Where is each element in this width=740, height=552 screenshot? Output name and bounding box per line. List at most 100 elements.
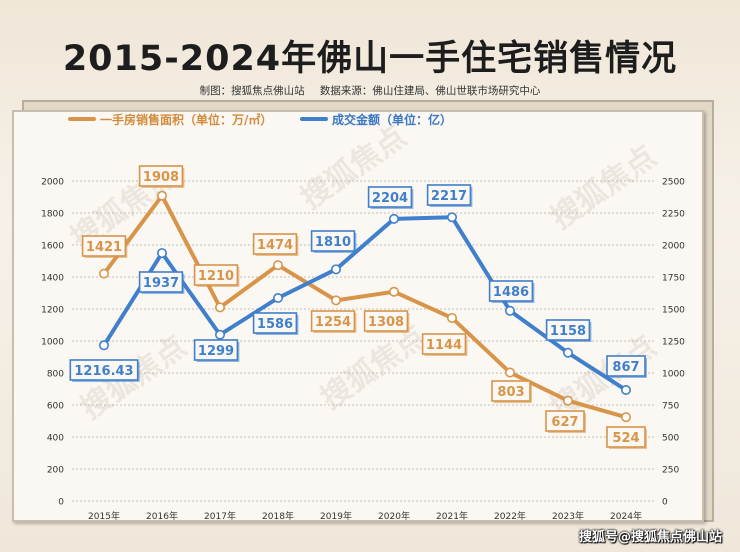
data-label-amount: 1158 xyxy=(550,324,586,339)
y-left-tick-label: 1000 xyxy=(41,338,64,348)
data-point-amount xyxy=(620,385,631,396)
data-label-amount: 867 xyxy=(612,360,639,375)
data-label-amount-box xyxy=(606,355,646,377)
data-point-area xyxy=(99,268,110,279)
data-point-amount xyxy=(215,329,226,340)
data-label-amount: 2217 xyxy=(431,189,467,204)
data-label-area: 1210 xyxy=(198,269,234,284)
legend-item-amount: 成交金额（单位：亿） xyxy=(300,111,452,127)
legend-swatch-amount xyxy=(300,117,328,121)
y-right-tick-label: 750 xyxy=(662,402,679,412)
y-right-tick-label: 0 xyxy=(662,498,668,508)
x-tick-label: 2022年 xyxy=(494,510,526,522)
data-label-area: 627 xyxy=(551,415,578,430)
y-right-tick-label: 2000 xyxy=(662,242,685,252)
y-left-tick-label: 1800 xyxy=(41,210,64,220)
legend-label-area: 一手房销售面积（单位：万/㎡） xyxy=(100,112,273,127)
x-tick-label: 2015年 xyxy=(88,510,120,522)
data-label-area-box xyxy=(606,426,646,448)
data-point-amount xyxy=(99,340,110,351)
data-label-area-box xyxy=(421,333,467,355)
bg-watermark-2: 搜狐焦点 xyxy=(545,139,663,236)
data-label-amount-box xyxy=(69,359,139,381)
y-right-tick-label: 1500 xyxy=(662,306,685,316)
legend-swatch-area xyxy=(68,117,96,121)
data-label-amount-box xyxy=(426,184,472,206)
data-label-amount-box xyxy=(193,339,239,361)
y-right-tick-label: 250 xyxy=(662,466,679,476)
page-title: 2015-2024年佛山一手住宅销售情况 xyxy=(62,39,678,79)
y-right-tick-label: 500 xyxy=(662,434,679,444)
data-label-amount-box xyxy=(138,271,184,293)
chart-frame xyxy=(12,110,704,522)
x-tick-label: 2017年 xyxy=(204,510,236,522)
data-label-area-box xyxy=(81,235,127,257)
y-left-tick-label: 600 xyxy=(47,402,64,412)
data-label-amount: 1299 xyxy=(198,344,234,359)
data-point-area xyxy=(620,412,631,423)
data-point-area xyxy=(330,295,341,306)
y-left-tick-label: 200 xyxy=(47,466,64,476)
data-point-area xyxy=(562,395,573,406)
data-label-amount: 1810 xyxy=(315,235,351,250)
data-label-area: 1421 xyxy=(86,240,122,255)
y-right-tick-label: 1250 xyxy=(662,338,685,348)
y-right-tick-label: 2500 xyxy=(662,178,685,188)
data-label-area: 1254 xyxy=(315,315,351,330)
legend-item-area: 一手房销售面积（单位：万/㎡） xyxy=(68,111,272,127)
data-label-area-box xyxy=(310,310,356,332)
x-tick-label: 2019年 xyxy=(320,510,352,522)
x-tick-label: 2020年 xyxy=(378,510,410,522)
data-point-area xyxy=(388,286,399,297)
data-point-area xyxy=(215,302,226,313)
data-source: 数据来源：佛山住建局、佛山世联市场研究中心 xyxy=(319,85,541,97)
y-left-tick-label: 1200 xyxy=(41,306,64,316)
y-left-tick-label: 1600 xyxy=(41,242,64,252)
data-label-amount-box xyxy=(488,280,534,302)
x-tick-label: 2023年 xyxy=(552,510,584,522)
data-label-amount-box xyxy=(545,319,591,341)
x-tick-label: 2018年 xyxy=(262,510,294,522)
data-label-area-box xyxy=(491,380,531,402)
data-label-amount: 1586 xyxy=(257,317,293,332)
data-point-amount xyxy=(562,347,573,358)
y-right-tick-label: 2250 xyxy=(662,210,685,220)
data-point-amount xyxy=(157,248,168,259)
data-label-area: 1474 xyxy=(257,238,293,253)
series-line-amount xyxy=(102,215,628,393)
y-left-tick-label: 2000 xyxy=(41,178,64,188)
data-point-amount xyxy=(446,212,457,223)
x-tick-label: 2024年 xyxy=(610,510,642,522)
data-point-area xyxy=(157,190,168,201)
data-label-area: 803 xyxy=(497,385,524,400)
y-left-tick-label: 0 xyxy=(58,498,64,508)
bg-watermark-4: 搜狐焦点 xyxy=(315,319,433,416)
data-label-amount-box xyxy=(252,312,298,334)
data-label-amount: 2204 xyxy=(372,191,408,206)
data-label-area-box xyxy=(138,165,184,187)
data-point-area xyxy=(504,367,515,378)
data-label-area: 524 xyxy=(612,431,639,446)
data-label-area-box xyxy=(193,264,239,286)
data-label-area-box xyxy=(545,410,585,432)
x-tick-label: 2021年 xyxy=(436,510,468,522)
data-label-area-box xyxy=(252,233,298,255)
y-right-tick-label: 1000 xyxy=(662,370,685,380)
data-point-amount xyxy=(330,264,341,275)
data-label-amount: 1216.43 xyxy=(74,364,133,379)
data-point-amount xyxy=(272,292,283,303)
maker-credit: 制图：搜狐焦点佛山站 xyxy=(199,85,305,97)
x-tick-label: 2016年 xyxy=(146,510,178,522)
data-point-area xyxy=(446,312,457,323)
data-label-amount: 1937 xyxy=(143,276,179,291)
data-label-area: 1308 xyxy=(368,315,404,330)
subtitle: 制图：搜狐焦点佛山站 数据来源：佛山住建局、佛山世联市场研究中心 xyxy=(0,83,740,98)
y-left-tick-label: 400 xyxy=(47,434,64,444)
series-line-area xyxy=(102,193,628,420)
data-label-amount: 1486 xyxy=(493,285,529,300)
y-left-tick-label: 1400 xyxy=(41,274,64,284)
data-label-amount-box xyxy=(367,186,413,208)
data-label-area-box xyxy=(363,310,409,332)
data-point-amount xyxy=(504,305,515,316)
